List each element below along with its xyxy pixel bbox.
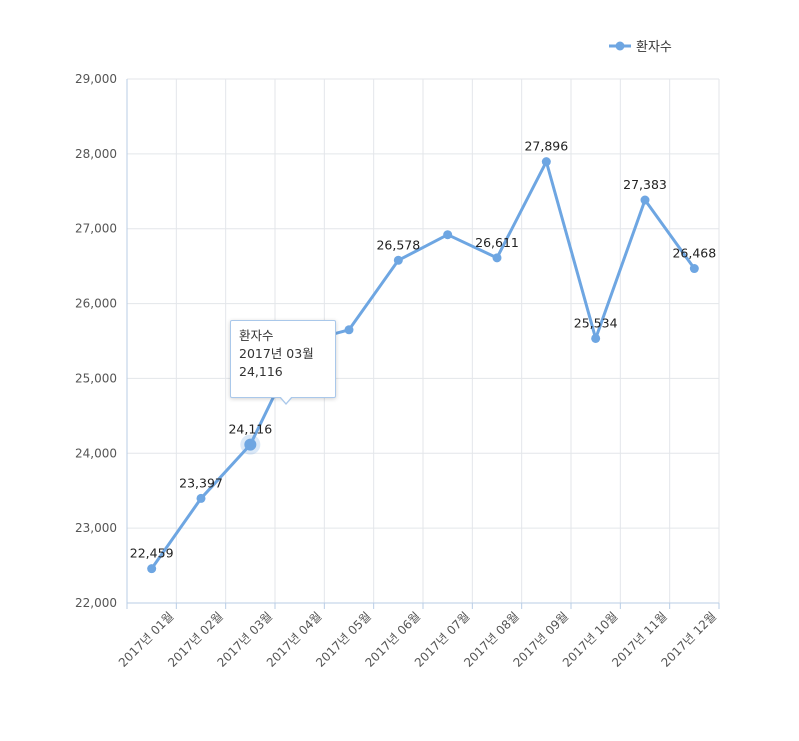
data-label: 22,459 — [130, 546, 174, 561]
data-point — [344, 325, 354, 335]
data-point — [147, 564, 157, 574]
series-line — [150, 160, 696, 570]
legend-label: 환자수 — [636, 40, 672, 55]
data-label: 24,116 — [228, 422, 272, 437]
data-label: 27,896 — [524, 139, 568, 154]
data-point — [640, 195, 650, 205]
y-tick-label: 24,000 — [75, 446, 117, 460]
y-tick-label: 25,000 — [75, 371, 117, 385]
data-label: 26,468 — [672, 246, 716, 261]
y-tick-label: 26,000 — [75, 297, 117, 311]
data-label: 23,397 — [179, 475, 223, 490]
data-point — [541, 157, 551, 167]
tooltip-series: 환자수 — [239, 328, 274, 343]
tooltip-arrow — [279, 396, 293, 405]
data-label: 26,611 — [475, 235, 519, 250]
y-tick-label: 28,000 — [75, 147, 117, 161]
legend-point-marker — [615, 41, 625, 51]
y-tick-label: 23,000 — [75, 521, 117, 535]
data-point — [196, 493, 206, 503]
data-label: 27,383 — [623, 177, 667, 192]
tooltip-category: 2017년 03월 — [239, 346, 314, 361]
data-point — [689, 264, 699, 274]
data-point — [443, 230, 453, 240]
data-label: 25,534 — [574, 315, 618, 330]
data-point — [591, 333, 601, 343]
data-label: 26,578 — [376, 237, 420, 252]
y-tick-label: 27,000 — [75, 222, 117, 236]
tooltip: 환자수 2017년 03월 24,116 — [230, 320, 336, 405]
y-tick-label: 22,000 — [75, 596, 117, 610]
y-tick-label: 29,000 — [75, 72, 117, 86]
data-point — [393, 255, 403, 265]
data-point — [492, 253, 502, 263]
tooltip-value: 24,116 — [239, 364, 283, 379]
data-point-highlighted — [244, 438, 257, 451]
